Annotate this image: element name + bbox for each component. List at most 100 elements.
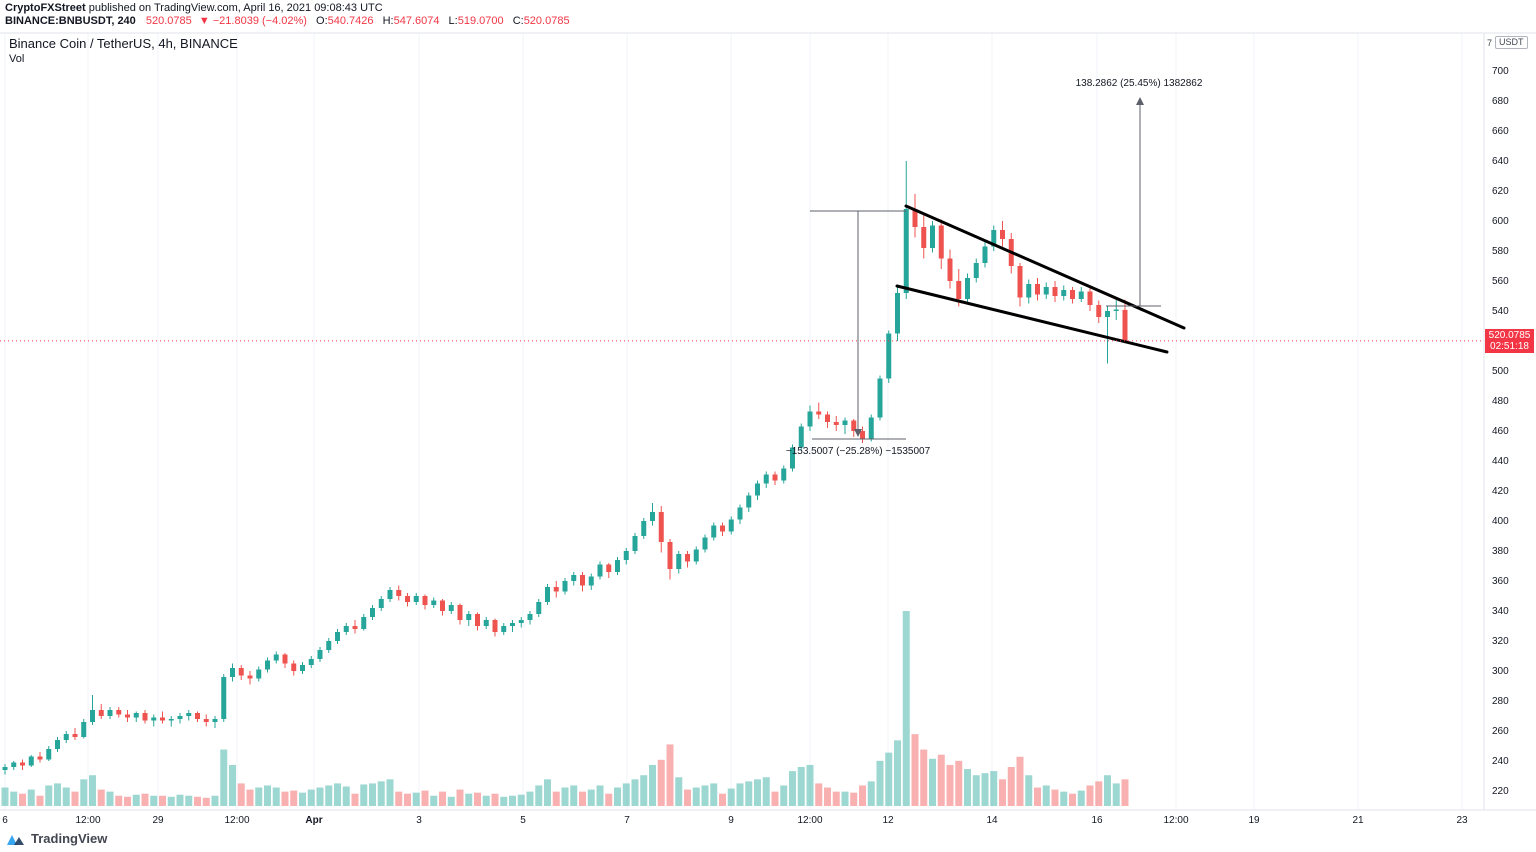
volume-bar — [1121, 779, 1129, 806]
candle-body — [545, 587, 550, 602]
price-tick: 500 — [1492, 366, 1509, 377]
volume-bar — [36, 795, 44, 806]
open-label: O: — [316, 15, 328, 27]
volume-indicator-label[interactable]: Vol — [9, 53, 25, 65]
volume-bar — [474, 792, 481, 806]
volume-bar — [395, 791, 403, 806]
volume-bar — [990, 771, 998, 806]
price-tick: 680 — [1492, 96, 1509, 107]
time-tick: 12:00 — [224, 815, 250, 826]
candle-body — [431, 600, 437, 605]
volume-bar — [754, 779, 761, 806]
tradingview-logo[interactable]: TradingView — [7, 831, 107, 846]
candle-body — [46, 749, 52, 760]
candle-body — [510, 623, 515, 626]
low-value: 519.0700 — [457, 15, 504, 27]
volume-bar — [885, 752, 893, 806]
current-price-value: 520.0785 — [1488, 329, 1531, 341]
candle-body — [868, 417, 874, 439]
time-tick: 14 — [986, 815, 998, 826]
volume-bar — [159, 795, 166, 806]
volume-bar — [386, 779, 394, 806]
volume-bar — [1007, 767, 1015, 806]
publish-info: CryptoFXStreet published on TradingView.… — [5, 2, 383, 14]
volume-bar — [106, 791, 114, 806]
volume-bar — [80, 779, 88, 806]
volume-bar — [246, 789, 254, 806]
candle-body — [72, 734, 78, 737]
price-tick: 620 — [1492, 186, 1509, 197]
volume-bar — [71, 791, 79, 806]
price-scale-unit[interactable]: 7 USDT — [1487, 36, 1528, 49]
volume-bar — [456, 789, 464, 806]
candle-body — [370, 608, 375, 617]
volume-bar — [334, 783, 341, 806]
volume-bar — [964, 769, 971, 806]
candle-body — [405, 596, 410, 602]
candle-body — [413, 596, 419, 602]
tradingview-logo-text: TradingView — [31, 831, 108, 846]
candle-body — [195, 713, 200, 719]
candle-body — [308, 659, 314, 665]
candle-body — [527, 614, 533, 620]
time-tick: 3 — [416, 815, 422, 826]
candle-body — [1122, 309, 1128, 341]
candle-body — [1078, 291, 1084, 299]
candle-body — [107, 710, 113, 716]
candle-body — [2, 767, 8, 770]
candle-body — [921, 227, 927, 248]
candle-body — [291, 663, 297, 671]
volume-bar — [937, 754, 945, 806]
volume-bar — [552, 791, 560, 806]
price-tick: 440 — [1492, 456, 1509, 467]
candle-body — [352, 626, 358, 629]
candle-body — [536, 602, 542, 614]
candle-body — [650, 512, 655, 521]
candle-body — [448, 605, 454, 611]
volume-bar — [841, 791, 849, 806]
price-tick: 560 — [1492, 276, 1509, 287]
price-tick: 700 — [1492, 66, 1509, 77]
volume-bar — [19, 793, 26, 806]
candle-body — [886, 333, 892, 379]
chart-legend-title[interactable]: Binance Coin / TetherUS, 4h, BINANCE — [9, 36, 238, 51]
candle-body — [387, 590, 393, 599]
time-tick: 9 — [728, 815, 734, 826]
volume-bar — [1069, 793, 1076, 806]
candle-body — [37, 756, 43, 760]
volume-bar — [859, 785, 866, 806]
volume-bar — [237, 783, 245, 806]
volume-bar — [999, 779, 1006, 806]
volume-bar — [981, 773, 989, 806]
time-axis[interactable]: 6 12:00 29 12:00 Apr 3 5 7 9 12:00 12 14 16 12:00 19 21… — [0, 811, 1536, 835]
price-tick: 460 — [1492, 426, 1509, 437]
volume-bar — [1112, 783, 1120, 806]
price-tick: 280 — [1492, 696, 1509, 707]
volume-bar — [640, 775, 648, 806]
volume-bar — [272, 787, 280, 806]
volume-bar — [1104, 775, 1111, 806]
volume-bar — [62, 787, 70, 806]
volume-bar — [972, 775, 980, 806]
volume-bar — [561, 787, 569, 806]
currency-unit-button[interactable]: USDT — [1495, 36, 1528, 49]
volume-bar — [316, 787, 324, 806]
candle-body — [947, 258, 953, 281]
candle-body — [116, 710, 122, 715]
volume-bar — [1060, 791, 1068, 806]
candle-body — [623, 551, 629, 560]
candle-body — [728, 519, 734, 532]
symbol-bar: BINANCE:BNBUSDT, 240 520.0785 ▼ −21.8039… — [5, 15, 570, 27]
volume-bar — [482, 795, 490, 806]
price-axis[interactable]: 700 680 660 640 620 600 580 560 540 500 480 460 440 4… — [1485, 33, 1536, 810]
candle-body — [973, 263, 979, 278]
time-tick: Apr — [305, 815, 323, 826]
last-price: 520.0785 — [145, 15, 192, 27]
candle-body — [98, 710, 104, 716]
candle-body — [282, 654, 288, 664]
author-name: CryptoFXStreet — [5, 2, 86, 14]
volume-bar — [45, 785, 53, 806]
volume-bar — [132, 794, 140, 806]
